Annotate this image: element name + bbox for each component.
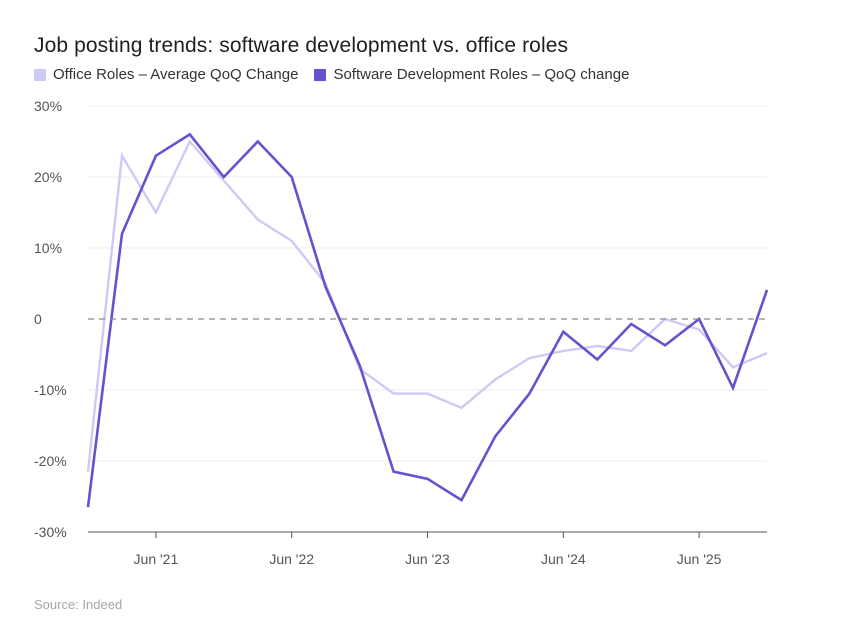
y-tick-label: 30% bbox=[34, 98, 62, 114]
legend-label-office-roles: Office Roles – Average QoQ Change bbox=[53, 66, 299, 83]
legend: Office Roles – Average QoQ Change Softwa… bbox=[34, 66, 645, 83]
y-tick-label: -10% bbox=[34, 382, 67, 398]
y-tick-label: 0 bbox=[34, 311, 42, 327]
y-tick-label: -20% bbox=[34, 453, 67, 469]
series-line-office-roles bbox=[86, 139, 768, 472]
x-tick-label: Jun '22 bbox=[269, 551, 314, 567]
legend-item-office-roles: Office Roles – Average QoQ Change bbox=[34, 66, 298, 83]
x-tick-label: Jun '23 bbox=[405, 551, 450, 567]
legend-swatch-software-development bbox=[314, 68, 327, 81]
series-line-software-development bbox=[86, 132, 769, 508]
chart-title: Job posting trends: software development… bbox=[34, 34, 569, 57]
source-note: Source: Indeed bbox=[34, 597, 123, 612]
x-tick-label: Jun '25 bbox=[677, 551, 722, 567]
x-tick-label: Jun '21 bbox=[134, 551, 179, 567]
y-tick-label: 20% bbox=[34, 169, 62, 185]
legend-swatch-office-roles bbox=[34, 68, 46, 81]
y-tick-label: -30% bbox=[34, 524, 67, 540]
legend-item-software-development: Software Development Roles – QoQ change bbox=[314, 66, 629, 83]
y-tick-label: 10% bbox=[34, 240, 62, 256]
legend-label-software-development: Software Development Roles – QoQ change bbox=[333, 66, 630, 83]
x-tick-label: Jun '24 bbox=[541, 551, 586, 567]
